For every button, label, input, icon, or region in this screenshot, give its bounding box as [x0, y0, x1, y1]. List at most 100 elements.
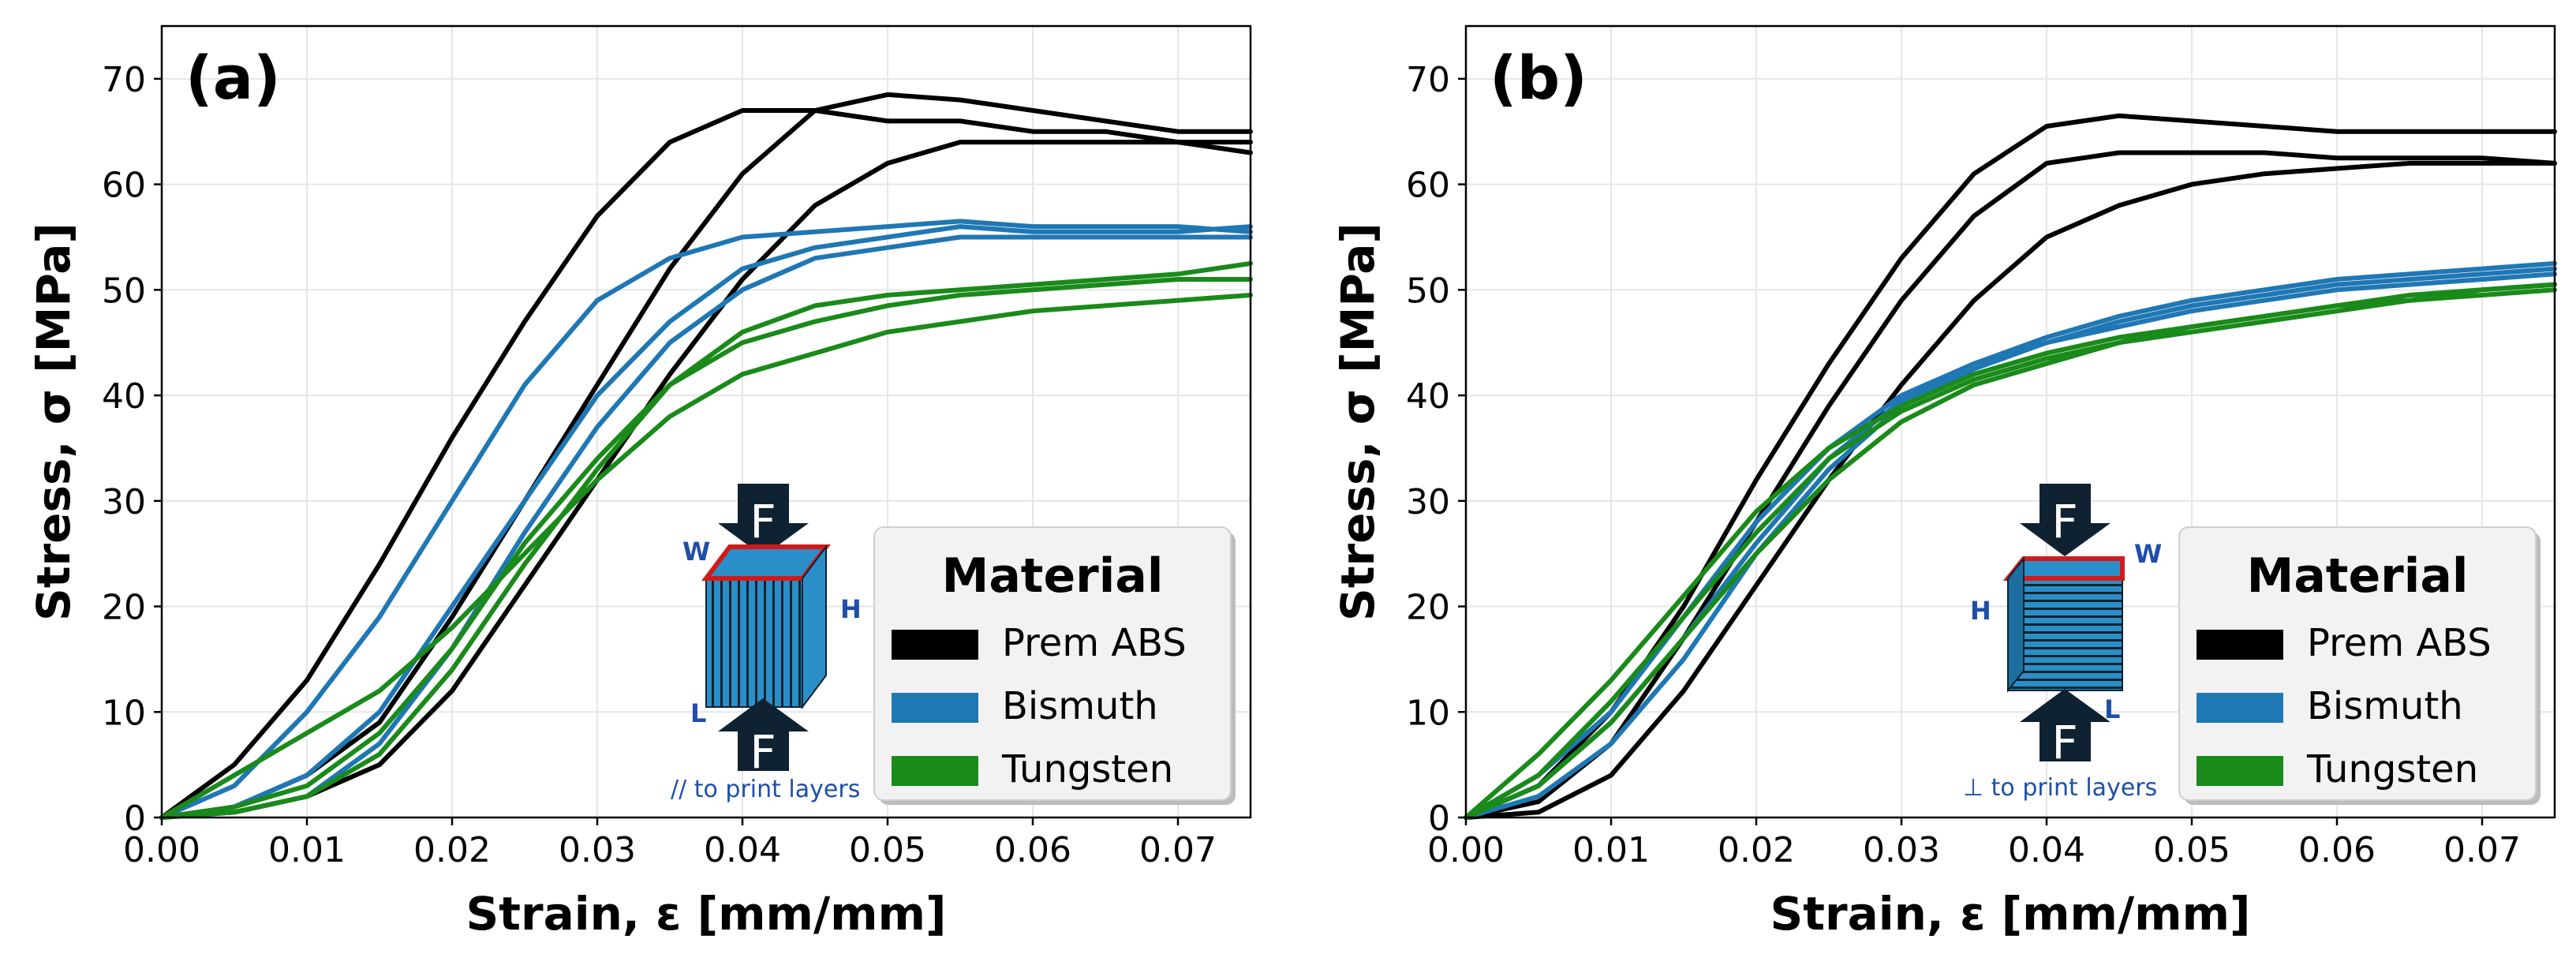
legend-title: Material: [2247, 548, 2469, 604]
y-tick-label: 20: [1406, 588, 1450, 628]
chart-panel-b: 0.00 0.01 0.02 0.03 0.04 0.05 0.06 0.07 0 10 20 30 4…: [1331, 24, 2557, 941]
specimen-diagram: F W H L F: [682, 484, 862, 779]
dimension-label-h: H: [840, 594, 862, 624]
y-tick-label: 0: [124, 799, 146, 839]
force-arrow-top: [718, 484, 809, 556]
legend-swatch-prem-abs: [2197, 630, 2283, 660]
legend-entry: Tungsten: [1001, 747, 1173, 791]
legend-entry: Prem ABS: [2307, 621, 2492, 665]
dimension-label-h: H: [1970, 596, 1991, 626]
y-tick-label: 60: [1406, 166, 1450, 206]
series-line-tungsten: [159, 293, 1253, 820]
y-tick-label: 10: [102, 693, 146, 733]
legend-swatch-prem-abs: [892, 630, 978, 660]
x-tick-label: 0.07: [1139, 830, 1217, 870]
specimen-top-face: [2002, 556, 2125, 581]
specimen-side-face: [802, 544, 827, 709]
series-line-tungsten: [159, 260, 1253, 820]
series-line-tungsten: [159, 277, 1253, 820]
y-tick-label: 30: [1406, 482, 1450, 522]
series-line-tungsten: [1464, 282, 2557, 820]
x-tick-label: 0.04: [2008, 830, 2085, 870]
legend: Material Prem ABS Bismuth Tungsten: [873, 526, 1236, 805]
series-line-tungsten: [1464, 287, 2557, 820]
x-tick-label: 0.02: [1718, 830, 1795, 870]
legend-box: [873, 526, 1232, 801]
legend: Material Prem ABS Bismuth Tungsten: [2178, 526, 2540, 805]
y-tick-label: 0: [1428, 799, 1450, 839]
specimen-front-face: [2007, 578, 2123, 691]
dimension-label-l: L: [690, 698, 706, 728]
legend-entry: Bismuth: [1002, 684, 1158, 728]
y-axis-label: Stress, σ [MPa]: [1331, 223, 1385, 621]
y-tick-label: 70: [102, 60, 146, 100]
x-axis-label: Strain, ε [mm/mm]: [1770, 887, 2250, 941]
legend-entry: Bismuth: [2307, 684, 2463, 728]
legend-entry: Prem ABS: [1002, 621, 1187, 665]
series-line-prem-abs: [1464, 150, 2557, 820]
x-tick-label: 0.00: [1427, 830, 1505, 870]
specimen-front-face: [705, 578, 803, 708]
orientation-note: ⊥ to print layers: [1963, 774, 2157, 802]
dimension-label-l: L: [2104, 694, 2120, 724]
force-label-bottom: F: [750, 725, 776, 779]
x-tick-label: 0.00: [123, 830, 200, 870]
series-line-bismuth: [1464, 271, 2557, 820]
y-tick-label: 20: [102, 588, 146, 628]
dimension-label-w: W: [682, 537, 710, 567]
plot-frame: [160, 24, 1252, 819]
orientation-note: // to print layers: [671, 776, 860, 803]
x-tick-label: 0.01: [1572, 830, 1650, 870]
legend-swatch-bismuth: [2197, 693, 2283, 723]
y-tick-label: 50: [1406, 271, 1450, 311]
force-arrow-bottom: [718, 698, 809, 771]
legend-box: [2178, 526, 2537, 801]
legend-title: Material: [942, 548, 1164, 604]
force-label-top: F: [2051, 495, 2077, 548]
x-axis-label: Strain, ε [mm/mm]: [465, 887, 946, 941]
force-arrow-top: [2020, 484, 2111, 556]
panel-label: (b): [1490, 43, 1587, 113]
legend-swatch-bismuth: [892, 693, 978, 723]
series-line-bismuth: [159, 219, 1253, 820]
force-arrow-bottom: [2020, 689, 2111, 761]
x-tick-label: 0.05: [849, 830, 926, 870]
y-tick-label: 70: [1406, 60, 1450, 100]
series-line-prem-abs: [159, 92, 1253, 820]
series-line-prem-abs: [1464, 160, 2557, 820]
y-tick-label: 40: [1406, 376, 1450, 417]
x-tick-label: 0.06: [2298, 830, 2376, 870]
legend-entry: Tungsten: [2306, 747, 2478, 791]
series-line-bismuth: [159, 234, 1253, 820]
legend-swatch-tungsten: [892, 756, 978, 786]
y-tick-label: 60: [102, 166, 146, 206]
x-tick-label: 0.03: [1863, 830, 1940, 870]
y-tick-label: 10: [1406, 693, 1450, 733]
series-line-tungsten: [1464, 282, 2557, 820]
series-line-prem-abs: [159, 108, 1253, 820]
specimen-side-face: [2007, 556, 2025, 693]
x-tick-label: 0.06: [994, 830, 1071, 870]
series-line-bismuth: [159, 224, 1253, 820]
x-tick-label: 0.07: [2443, 830, 2521, 870]
force-label-top: F: [750, 495, 776, 548]
force-label-bottom: F: [2051, 716, 2077, 769]
series-line-bismuth: [1464, 260, 2557, 820]
plot-frame: [1464, 24, 2556, 819]
y-tick-label: 50: [102, 271, 146, 311]
x-tick-label: 0.02: [413, 830, 491, 870]
x-tick-label: 0.03: [559, 830, 636, 870]
dimension-label-w: W: [2134, 539, 2162, 569]
panel-label: (a): [185, 43, 281, 113]
y-axis-label: Stress, σ [MPa]: [27, 223, 80, 621]
chart-panel-a: 0.00 0.01 0.02 0.03 0.04 0.05 0.06 0.07 0 10 20 30 4…: [27, 24, 1253, 941]
legend-swatch-tungsten: [2197, 756, 2283, 786]
y-tick-label: 30: [102, 482, 146, 522]
y-tick-label: 40: [102, 376, 146, 417]
series-line-prem-abs: [159, 140, 1253, 820]
x-tick-label: 0.01: [268, 830, 346, 870]
x-tick-label: 0.05: [2153, 830, 2230, 870]
x-tick-label: 0.04: [704, 830, 781, 870]
